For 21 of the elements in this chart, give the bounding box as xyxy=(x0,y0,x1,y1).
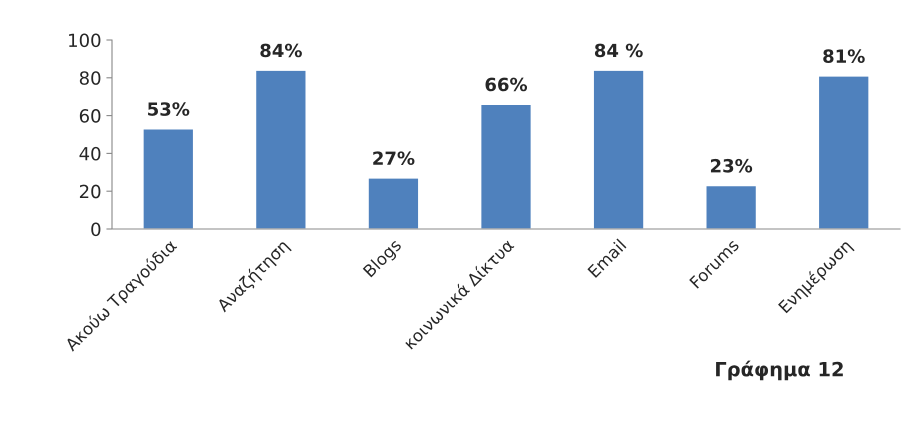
y-tick-label: 0 xyxy=(91,222,100,236)
data-label: 27% xyxy=(373,151,414,166)
data-label: 84 % xyxy=(594,44,643,58)
bar xyxy=(592,70,645,229)
y-tick-label: 100 xyxy=(69,33,100,48)
data-label: 81% xyxy=(823,49,865,63)
y-tick-label: 60 xyxy=(80,109,100,123)
y-tick-label: 40 xyxy=(79,146,100,161)
bar xyxy=(367,177,420,229)
data-label: 53% xyxy=(148,102,190,116)
y-tick-label: 20 xyxy=(80,184,100,198)
data-label: 23% xyxy=(710,158,752,173)
bar xyxy=(818,75,870,229)
bar xyxy=(480,104,532,229)
bar xyxy=(705,184,758,229)
text: Γράφημα 12 xyxy=(716,360,843,380)
data-label: 66% xyxy=(486,78,528,92)
bar xyxy=(254,70,307,229)
bar xyxy=(142,128,194,229)
data-label: 84% xyxy=(260,44,302,58)
y-tick-label: 80 xyxy=(80,71,100,85)
